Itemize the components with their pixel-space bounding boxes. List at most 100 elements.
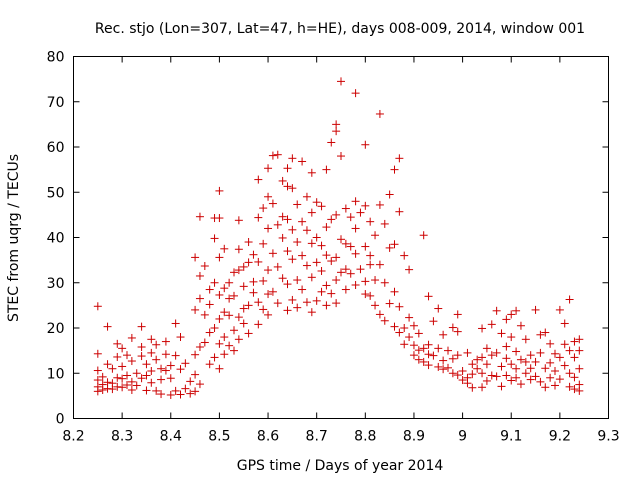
data-point [220,244,229,253]
data-point [298,285,307,294]
data-point [565,369,574,378]
data-point [249,288,258,297]
data-point [225,341,234,350]
data-point [327,289,336,298]
data-point [385,190,394,199]
data-point [551,366,559,375]
data-point [512,364,521,373]
data-point [473,364,482,373]
data-point [341,265,350,274]
data-point [200,262,209,271]
data-point [424,361,433,370]
data-point [531,305,540,314]
data-point [259,239,268,248]
data-point [93,376,102,385]
data-point [366,260,375,269]
data-point [327,215,336,224]
data-point [458,366,467,375]
data-point [171,351,180,360]
data-point [560,361,569,370]
data-point [93,349,102,358]
data-point [570,385,579,394]
x-tick-label: 9 [458,429,467,445]
data-point [400,324,409,332]
data-point [161,337,170,346]
data-point [127,385,136,394]
data-point [157,364,166,373]
data-point [239,282,248,291]
data-point [166,361,175,370]
x-tick-label: 8.6 [257,429,279,445]
data-point [283,215,292,224]
data-point [268,287,277,296]
data-point [254,257,263,266]
data-point [551,381,559,390]
data-point [541,383,550,392]
data-point [127,377,136,386]
data-point [137,374,146,383]
y-tick-label: 10 [47,366,65,382]
data-point [555,353,564,362]
data-point [565,382,574,391]
data-point [380,316,389,325]
data-point [118,344,127,353]
data-point [278,233,287,242]
data-point [195,343,204,352]
data-point [157,390,166,399]
data-point [137,352,146,361]
data-point [293,303,302,312]
data-point [497,329,506,338]
data-point [395,302,404,311]
plot-frame [73,56,609,419]
data-point [366,291,375,300]
data-point [478,383,487,392]
data-point [113,339,122,348]
data-point [234,313,243,322]
data-point [414,355,423,364]
data-point [366,251,375,260]
data-point [361,277,370,286]
data-point [458,376,467,385]
data-point [507,376,516,385]
data-point [575,364,584,373]
data-point [103,322,112,331]
data-point [444,346,452,355]
x-tick-label: 8.4 [160,429,182,445]
data-point [210,324,219,332]
data-point [424,340,433,349]
data-point [176,390,185,399]
data-point [108,364,117,373]
data-point [526,364,535,373]
data-point [273,150,282,159]
data-point [541,364,550,373]
data-points [93,77,584,399]
data-point [444,363,452,372]
data-point [249,277,258,286]
data-point [205,328,214,337]
data-point [215,290,224,299]
data-point [108,385,117,394]
data-point [268,199,277,208]
data-point [283,280,292,289]
data-point [293,200,302,209]
data-point [166,374,175,383]
data-point [191,253,200,262]
data-point [565,295,574,304]
data-point [429,317,438,326]
data-point [351,249,360,258]
data-point [434,362,443,371]
data-point [230,326,238,335]
data-point [225,278,234,287]
data-point [332,276,341,285]
data-point [478,369,487,378]
data-point [512,306,521,315]
data-point [225,311,234,320]
data-point [293,276,302,285]
data-point [575,346,584,355]
data-point [123,371,131,380]
data-point [264,164,273,173]
x-tick-label: 8.7 [306,429,328,445]
data-point [205,285,214,294]
data-point [487,371,496,380]
